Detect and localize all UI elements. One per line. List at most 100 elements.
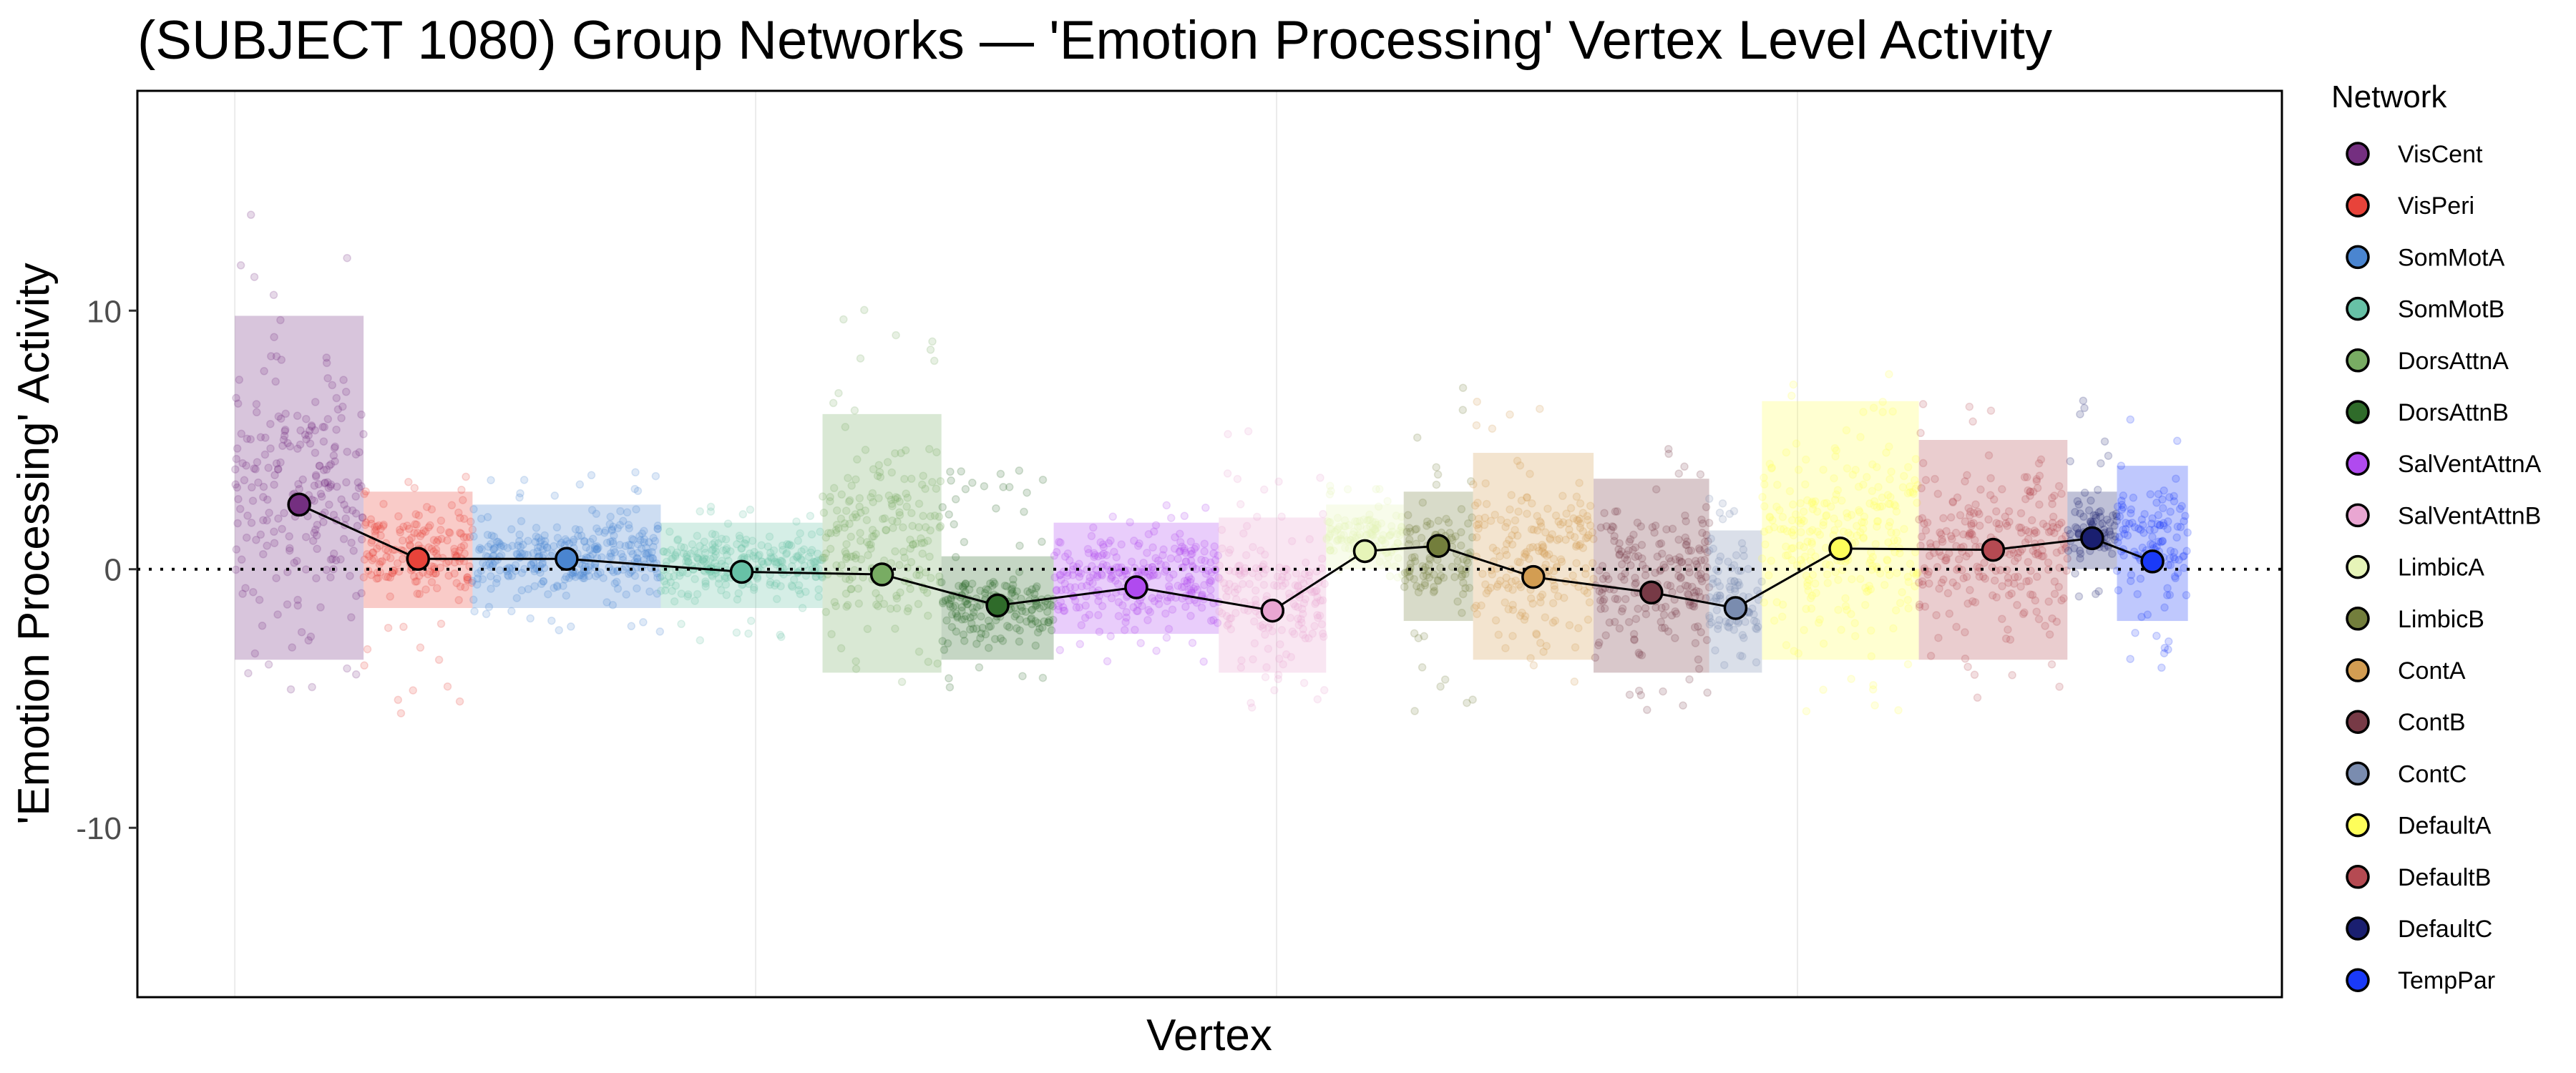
vertex-point xyxy=(1118,601,1127,609)
vertex-point xyxy=(810,558,819,567)
vertex-point xyxy=(432,584,441,593)
vertex-point xyxy=(1521,612,1530,621)
vertex-point xyxy=(1059,603,1068,612)
vertex-point xyxy=(1834,575,1843,584)
vertex-point xyxy=(944,595,952,604)
vertex-point xyxy=(1241,551,1251,559)
vertex-point xyxy=(1326,546,1335,555)
vertex-point xyxy=(1808,571,1818,579)
vertex-point xyxy=(1405,524,1414,532)
vertex-point xyxy=(941,596,950,605)
vertex-point xyxy=(909,540,917,549)
vertex-point xyxy=(476,544,484,552)
vertex-point xyxy=(1148,543,1157,552)
vertex-point xyxy=(1346,536,1355,544)
vertex-point xyxy=(276,414,286,423)
vertex-point xyxy=(1239,529,1248,538)
vertex-point xyxy=(701,579,710,588)
vertex-point xyxy=(724,557,733,565)
vertex-point xyxy=(396,528,405,536)
vertex-point xyxy=(1830,514,1838,523)
vertex-point xyxy=(1323,516,1332,526)
vertex-point xyxy=(410,484,419,492)
legend-item-DorsAttnA: DorsAttnA xyxy=(2346,348,2509,375)
vertex-point xyxy=(1700,544,1709,554)
vertex-point xyxy=(1385,572,1395,581)
vertex-point xyxy=(1174,554,1182,563)
vertex-point xyxy=(1060,552,1070,561)
vertex-point xyxy=(628,534,637,544)
vertex-point xyxy=(1211,556,1220,564)
vertex-point xyxy=(602,539,612,547)
vertex-point xyxy=(1961,517,1970,526)
vertex-point xyxy=(855,494,864,503)
vertex-point xyxy=(1393,538,1402,547)
vertex-point xyxy=(1287,536,1297,546)
vertex-point xyxy=(902,489,910,498)
vertex-point xyxy=(1522,493,1531,501)
vertex-point xyxy=(1945,549,1953,558)
vertex-point xyxy=(1536,598,1545,607)
vertex-point xyxy=(1727,577,1735,586)
vertex-point xyxy=(1508,531,1516,540)
vertex-point xyxy=(862,538,872,547)
vertex-point xyxy=(1410,707,1419,715)
vertex-point xyxy=(738,510,748,519)
vertex-point xyxy=(1327,486,1335,496)
vertex-point xyxy=(1371,527,1380,536)
vertex-point xyxy=(1605,618,1614,627)
legend-key-icon xyxy=(2346,761,2370,786)
vertex-point xyxy=(1908,488,1917,496)
vertex-point xyxy=(1425,560,1433,569)
vertex-point xyxy=(342,478,351,487)
vertex-point xyxy=(379,521,388,531)
vertex-point xyxy=(369,548,378,557)
vertex-point xyxy=(320,423,329,431)
vertex-point xyxy=(1313,611,1322,619)
vertex-point xyxy=(1680,462,1689,471)
vertex-point xyxy=(1135,539,1143,548)
vertex-point xyxy=(930,511,940,520)
vertex-point xyxy=(1702,573,1710,582)
vertex-point xyxy=(1013,624,1021,633)
vertex-point xyxy=(1018,603,1026,612)
vertex-point xyxy=(2032,607,2041,616)
vertex-point xyxy=(310,529,318,537)
vertex-point xyxy=(285,532,293,541)
vertex-point xyxy=(1533,511,1541,521)
vertex-point xyxy=(431,549,441,558)
vertex-point xyxy=(834,524,843,533)
vertex-point xyxy=(844,474,852,482)
vertex-point xyxy=(1724,557,1732,566)
vertex-point xyxy=(624,569,633,579)
vertex-point xyxy=(322,565,331,574)
vertex-point xyxy=(1200,581,1209,589)
vertex-point xyxy=(496,542,505,552)
vertex-point xyxy=(1077,621,1086,629)
vertex-point xyxy=(1571,542,1581,551)
vertex-point xyxy=(750,547,758,557)
vertex-point xyxy=(1903,595,1913,604)
vertex-point xyxy=(1734,619,1742,627)
vertex-point xyxy=(1098,602,1107,611)
vertex-point xyxy=(243,511,252,520)
vertex-point xyxy=(2055,682,2064,691)
vertex-point xyxy=(1942,556,1951,564)
vertex-point xyxy=(1108,512,1117,521)
vertex-point xyxy=(2181,511,2190,520)
vertex-point xyxy=(1573,516,1581,524)
vertex-point xyxy=(1241,564,1249,573)
vertex-point xyxy=(2009,579,2019,588)
vertex-point xyxy=(653,569,662,578)
vertex-point xyxy=(686,549,696,558)
vertex-point xyxy=(312,574,321,583)
legend-item-VisPeri: VisPeri xyxy=(2346,192,2474,220)
vertex-point xyxy=(1222,592,1231,601)
vertex-point xyxy=(1685,568,1694,577)
vertex-point xyxy=(1015,466,1024,475)
vertex-point xyxy=(381,572,391,582)
vertex-point xyxy=(359,430,368,438)
vertex-point xyxy=(358,514,367,522)
vertex-point xyxy=(1860,512,1869,521)
vertex-point xyxy=(784,541,794,549)
